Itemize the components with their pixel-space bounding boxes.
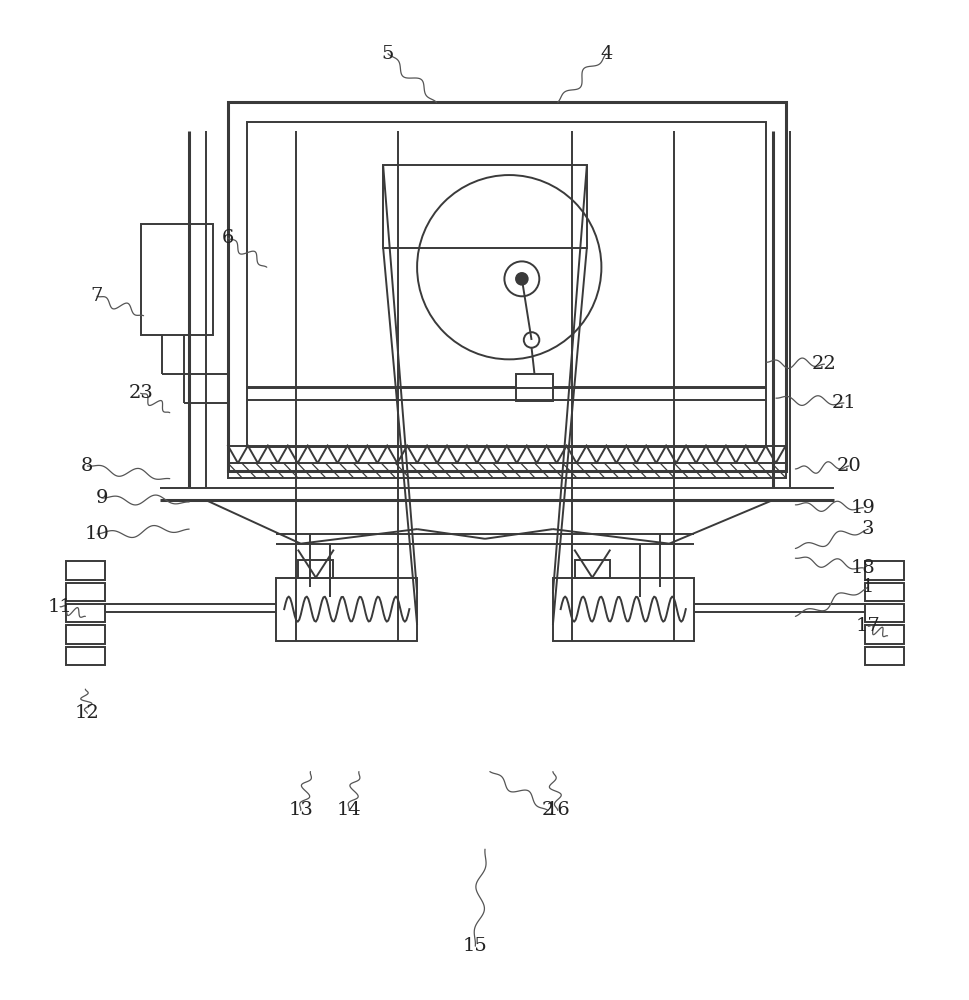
Text: 14: 14	[336, 801, 361, 819]
Bar	[298, 560, 333, 578]
Text: 23: 23	[128, 384, 153, 402]
Text: 5: 5	[382, 45, 393, 63]
Bar	[66, 604, 105, 622]
Text: 6: 6	[222, 229, 234, 247]
Bar	[864, 561, 903, 580]
Bar	[276, 578, 417, 641]
Text: 13: 13	[288, 801, 313, 819]
Bar	[864, 647, 903, 665]
Bar	[383, 165, 586, 248]
Text: 9: 9	[96, 489, 108, 507]
Text: 21: 21	[830, 394, 856, 412]
Bar	[864, 604, 903, 622]
Bar	[247, 122, 766, 447]
Text: 16: 16	[545, 801, 570, 819]
Text: 12: 12	[75, 704, 100, 722]
Bar	[141, 224, 213, 335]
Text: 11: 11	[47, 598, 73, 616]
Text: 10: 10	[84, 525, 109, 543]
Text: 17: 17	[855, 617, 880, 635]
Text: 19: 19	[850, 499, 875, 517]
Bar	[864, 625, 903, 644]
Bar	[66, 647, 105, 665]
Bar	[228, 463, 785, 478]
Circle shape	[516, 273, 527, 285]
Text: 22: 22	[811, 355, 836, 373]
Text: 2: 2	[542, 801, 553, 819]
Text: 1: 1	[861, 578, 873, 596]
Bar	[864, 583, 903, 601]
Bar	[552, 578, 693, 641]
Text: 18: 18	[850, 559, 875, 577]
Bar	[66, 625, 105, 644]
Bar	[66, 561, 105, 580]
Text: 3: 3	[861, 520, 873, 538]
Text: 7: 7	[91, 287, 103, 305]
Text: 4: 4	[600, 45, 611, 63]
Bar	[66, 583, 105, 601]
Bar	[575, 560, 610, 578]
Bar	[516, 374, 552, 401]
Bar	[228, 102, 785, 471]
Text: 8: 8	[81, 457, 93, 475]
Text: 20: 20	[835, 457, 860, 475]
Text: 15: 15	[462, 937, 487, 955]
